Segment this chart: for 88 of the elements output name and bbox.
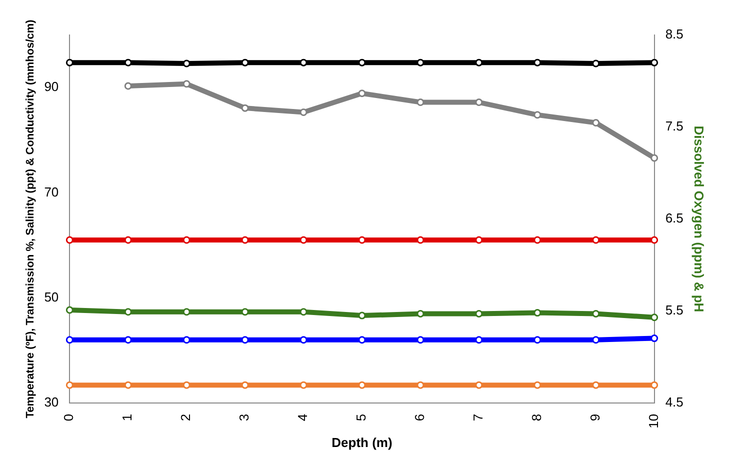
point bbox=[66, 306, 74, 314]
point bbox=[66, 236, 74, 244]
y-tick-label: 90 bbox=[44, 79, 59, 94]
point bbox=[241, 104, 249, 112]
y-axis-title: Temperature (ºF), Transmission %, Salinity (ppt) & Conductivity (mmhos/cm) bbox=[24, 19, 37, 418]
x-tick-label: 10 bbox=[646, 414, 661, 428]
point bbox=[124, 308, 132, 316]
point bbox=[650, 58, 658, 66]
point bbox=[650, 381, 658, 389]
point bbox=[650, 236, 658, 244]
point bbox=[124, 236, 132, 244]
y2-tick-label: 4.5 bbox=[665, 394, 684, 410]
point bbox=[534, 236, 542, 244]
point bbox=[124, 336, 132, 344]
point bbox=[358, 336, 366, 344]
point bbox=[241, 308, 249, 316]
point bbox=[241, 381, 249, 389]
point bbox=[66, 58, 74, 66]
point bbox=[650, 314, 658, 322]
x-axis-title: Depth (m) bbox=[332, 434, 392, 450]
y-tick-label: 50 bbox=[44, 289, 59, 304]
point bbox=[416, 58, 424, 66]
point bbox=[358, 90, 366, 98]
point bbox=[358, 381, 366, 389]
point bbox=[300, 308, 308, 316]
point bbox=[300, 58, 308, 66]
point bbox=[592, 381, 600, 389]
point bbox=[650, 334, 658, 342]
point bbox=[66, 336, 74, 344]
x-tick-label: 8 bbox=[528, 414, 544, 422]
point bbox=[66, 381, 74, 389]
point bbox=[182, 381, 190, 389]
point bbox=[592, 310, 600, 318]
x-tick-label: 1 bbox=[120, 414, 135, 422]
y2-tick-label: 6.5 bbox=[665, 210, 684, 226]
point bbox=[475, 336, 483, 344]
point bbox=[241, 58, 249, 66]
point bbox=[124, 58, 132, 66]
x-tick-label: 6 bbox=[412, 414, 428, 422]
point bbox=[475, 381, 483, 389]
point bbox=[650, 154, 658, 162]
x-tick-label: 7 bbox=[470, 414, 486, 422]
point bbox=[182, 336, 190, 344]
point bbox=[124, 82, 132, 90]
point bbox=[300, 381, 308, 389]
y-tick-label: 30 bbox=[44, 394, 59, 410]
point bbox=[416, 310, 424, 318]
point bbox=[241, 236, 249, 244]
point bbox=[592, 119, 600, 127]
point bbox=[416, 98, 424, 106]
point bbox=[358, 312, 366, 320]
point bbox=[592, 336, 600, 344]
point bbox=[475, 58, 483, 66]
x-tick-label: 4 bbox=[295, 414, 310, 422]
x-tick-label: 5 bbox=[354, 414, 369, 422]
point bbox=[182, 308, 190, 316]
point bbox=[475, 236, 483, 244]
point bbox=[416, 336, 424, 344]
x-tick-label: 3 bbox=[236, 414, 252, 422]
point bbox=[124, 381, 132, 389]
y-tick-label: 70 bbox=[44, 184, 59, 200]
x-tick-label: 2 bbox=[178, 414, 194, 422]
point bbox=[300, 108, 308, 116]
point bbox=[182, 60, 190, 68]
point bbox=[358, 58, 366, 66]
point bbox=[416, 381, 424, 389]
point bbox=[534, 336, 542, 344]
point bbox=[358, 236, 366, 244]
point bbox=[182, 80, 190, 88]
point bbox=[534, 381, 542, 389]
point bbox=[534, 111, 542, 119]
point bbox=[475, 98, 483, 106]
y2-tick-label: 5.5 bbox=[665, 302, 684, 318]
point bbox=[241, 336, 249, 344]
point bbox=[475, 310, 483, 318]
point bbox=[300, 336, 308, 344]
x-tick-label: 0 bbox=[61, 414, 76, 422]
point bbox=[182, 236, 190, 244]
y2-tick-label: 7.5 bbox=[665, 118, 684, 134]
point bbox=[416, 236, 424, 244]
point bbox=[534, 58, 542, 66]
y2-axis-title: Dissolved Oxygen (ppm) & pH bbox=[692, 126, 707, 312]
y2-tick-label: 8.5 bbox=[665, 26, 684, 42]
point bbox=[534, 309, 542, 317]
x-tick-label: 9 bbox=[587, 414, 602, 422]
point bbox=[592, 236, 600, 244]
point bbox=[300, 236, 308, 244]
point bbox=[592, 60, 600, 68]
